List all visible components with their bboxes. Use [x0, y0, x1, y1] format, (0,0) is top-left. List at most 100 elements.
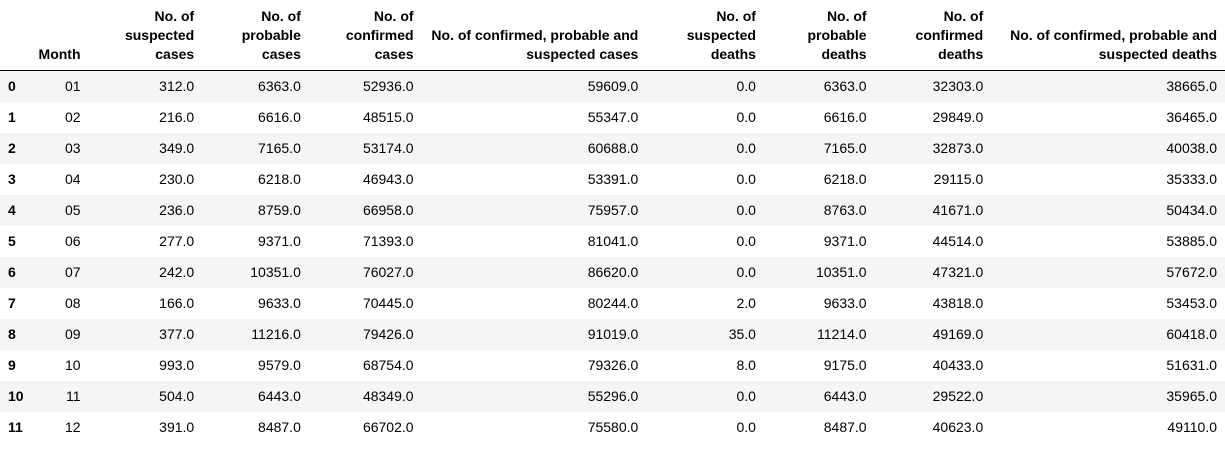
- cell-probable-cases: 8487.0: [258, 419, 301, 435]
- cell-confirmed-cases: 66702.0: [362, 419, 414, 435]
- index-header: [0, 7, 32, 71]
- cell-total-deaths: 38665.0: [1166, 78, 1217, 95]
- cell-confirmed-deaths: 29115.0: [933, 171, 984, 187]
- cell-probable-cases: 6218.0: [258, 171, 301, 187]
- cell-probable-cases: 9633.0: [258, 295, 301, 311]
- cell-total-cases: 60688.0: [587, 140, 639, 156]
- cell-total-cases: 75580.0: [587, 419, 639, 435]
- cell-probable-cases: 11216.0: [251, 326, 301, 342]
- cell-suspected-cases: 236.0: [159, 202, 195, 218]
- table-row: 5 06 277.0 9371.0 71393.0 81041.0 0.0 9371.0 445…: [0, 225, 1225, 257]
- cell-month: 07: [64, 264, 81, 280]
- cell-total-cases: 55347.0: [587, 109, 639, 125]
- cell-suspected-cases: 312.0: [159, 78, 195, 95]
- column-header-probable-deaths: No. of probable deaths: [763, 7, 875, 71]
- table-row: 3 04 230.0 6218.0 46943.0 53391.0 0.0 6218.0 291…: [0, 163, 1225, 195]
- cell-probable-deaths: 6218.0: [823, 171, 867, 187]
- cell-total-deaths: 40038.0: [1166, 140, 1217, 156]
- cell-month: 09: [64, 326, 81, 342]
- cell-month: 02: [64, 109, 81, 125]
- cell-suspected-cases: 349.0: [159, 140, 195, 156]
- cell-month: 06: [64, 233, 81, 249]
- cell-total-cases: 55296.0: [587, 388, 639, 404]
- cell-probable-deaths: 7165.0: [823, 140, 867, 156]
- cell-confirmed-deaths: 40623.0: [932, 419, 984, 435]
- cell-confirmed-deaths: 40433.0: [932, 357, 984, 373]
- table-row: 7 08 166.0 9633.0 70445.0 80244.0 2.0 9633.0 438…: [0, 287, 1225, 319]
- row-index: 11: [8, 419, 23, 435]
- cell-month: 11: [65, 388, 81, 404]
- cell-probable-deaths: 9175.0: [823, 357, 867, 373]
- row-index: 4: [8, 202, 16, 218]
- cell-suspected-cases: 242.0: [159, 264, 195, 280]
- row-index: 3: [8, 171, 16, 187]
- cell-confirmed-deaths: 29849.0: [932, 109, 984, 125]
- cell-total-cases: 59609.0: [587, 78, 639, 95]
- cell-month: 01: [64, 78, 81, 95]
- cell-probable-cases: 6363.0: [258, 78, 301, 95]
- row-index: 7: [8, 295, 16, 311]
- cell-month: 08: [64, 295, 81, 311]
- cell-suspected-cases: 230.0: [159, 171, 195, 187]
- cell-suspected-deaths: 0.0: [736, 388, 756, 404]
- table-row: 9 10 993.0 9579.0 68754.0 79326.0 8.0 9175.0 404…: [0, 349, 1225, 381]
- cell-total-deaths: 49110.0: [1167, 419, 1217, 435]
- cell-probable-cases: 7165.0: [258, 140, 301, 156]
- cell-probable-cases: 10351.0: [250, 264, 301, 280]
- cell-month: 04: [64, 171, 81, 187]
- cell-probable-deaths: 9633.0: [823, 295, 867, 311]
- table-row: 11 12 391.0 8487.0 66702.0 75580.0 0.0 8487.0 40…: [0, 411, 1225, 443]
- cell-confirmed-cases: 46943.0: [362, 171, 414, 187]
- cell-confirmed-deaths: 29522.0: [932, 388, 984, 404]
- cell-confirmed-cases: 71393.0: [362, 233, 414, 249]
- table-header: Month No. of suspected cases No. of prob…: [0, 7, 1225, 71]
- cell-suspected-deaths: 0.0: [736, 109, 756, 125]
- cell-probable-deaths: 8763.0: [823, 202, 867, 218]
- table-row: 6 07 242.0 10351.0 76027.0 86620.0 0.0 10351.0 4…: [0, 256, 1225, 288]
- cell-total-deaths: 53885.0: [1166, 233, 1217, 249]
- cell-total-deaths: 50434.0: [1166, 202, 1217, 218]
- table-body: 0 01 312.0 6363.0 52936.0 59609.0 0.0 6363.0 323…: [0, 70, 1225, 443]
- cell-total-deaths: 57672.0: [1166, 264, 1217, 280]
- row-index: 2: [8, 140, 16, 156]
- row-index: 10: [8, 388, 24, 404]
- cell-confirmed-cases: 66958.0: [362, 202, 414, 218]
- cell-month: 03: [64, 140, 81, 156]
- column-header-suspected-cases: No. of suspected cases: [88, 7, 203, 71]
- cell-suspected-cases: 277.0: [159, 233, 195, 249]
- cell-probable-deaths: 10351.0: [815, 264, 867, 280]
- cell-suspected-cases: 166.0: [159, 295, 195, 311]
- cell-suspected-deaths: 0.0: [736, 419, 756, 435]
- cell-probable-deaths: 11214.0: [817, 326, 867, 342]
- cell-probable-cases: 8759.0: [258, 202, 301, 218]
- cell-suspected-deaths: 0.0: [736, 140, 756, 156]
- cell-probable-deaths: 6616.0: [823, 109, 867, 125]
- column-header-suspected-deaths: No. of suspected deaths: [646, 7, 764, 71]
- cell-total-cases: 79326.0: [587, 357, 639, 373]
- cell-probable-deaths: 9371.0: [823, 233, 867, 249]
- cell-total-cases: 91019.0: [587, 326, 639, 342]
- cell-month: 12: [64, 419, 81, 435]
- table-row: 1 02 216.0 6616.0 48515.0 55347.0 0.0 6616.0 298…: [0, 101, 1225, 133]
- cell-confirmed-cases: 48349.0: [362, 388, 414, 404]
- cell-suspected-cases: 504.0: [159, 388, 195, 404]
- cell-probable-cases: 6443.0: [258, 388, 301, 404]
- cell-suspected-deaths: 0.0: [736, 264, 756, 280]
- cell-total-deaths: 60418.0: [1166, 326, 1217, 342]
- cell-suspected-cases: 993.0: [159, 357, 195, 373]
- cell-total-deaths: 51631.0: [1166, 357, 1217, 373]
- column-header-confirmed-deaths: No. of confirmed deaths: [874, 7, 992, 71]
- column-header-confirmed-cases: No. of confirmed cases: [308, 7, 422, 71]
- cell-suspected-deaths: 0.0: [736, 171, 756, 187]
- cell-suspected-cases: 216.0: [159, 109, 195, 125]
- table-row: 2 03 349.0 7165.0 53174.0 60688.0 0.0 7165.0 328…: [0, 132, 1225, 164]
- cell-total-deaths: 35333.0: [1166, 171, 1217, 187]
- table-row: 8 09 377.0 11216.0 79426.0 91019.0 35.0 11214.0…: [0, 318, 1225, 350]
- cell-confirmed-deaths: 32303.0: [932, 78, 984, 95]
- cell-confirmed-deaths: 49169.0: [932, 326, 984, 342]
- cell-month: 10: [64, 357, 81, 373]
- cell-total-cases: 81041.0: [587, 233, 639, 249]
- cell-confirmed-deaths: 47321.0: [932, 264, 984, 280]
- dataframe-table: Month No. of suspected cases No. of prob…: [0, 7, 1225, 443]
- table-row: 4 05 236.0 8759.0 66958.0 75957.0 0.0 8763.0 416…: [0, 194, 1225, 226]
